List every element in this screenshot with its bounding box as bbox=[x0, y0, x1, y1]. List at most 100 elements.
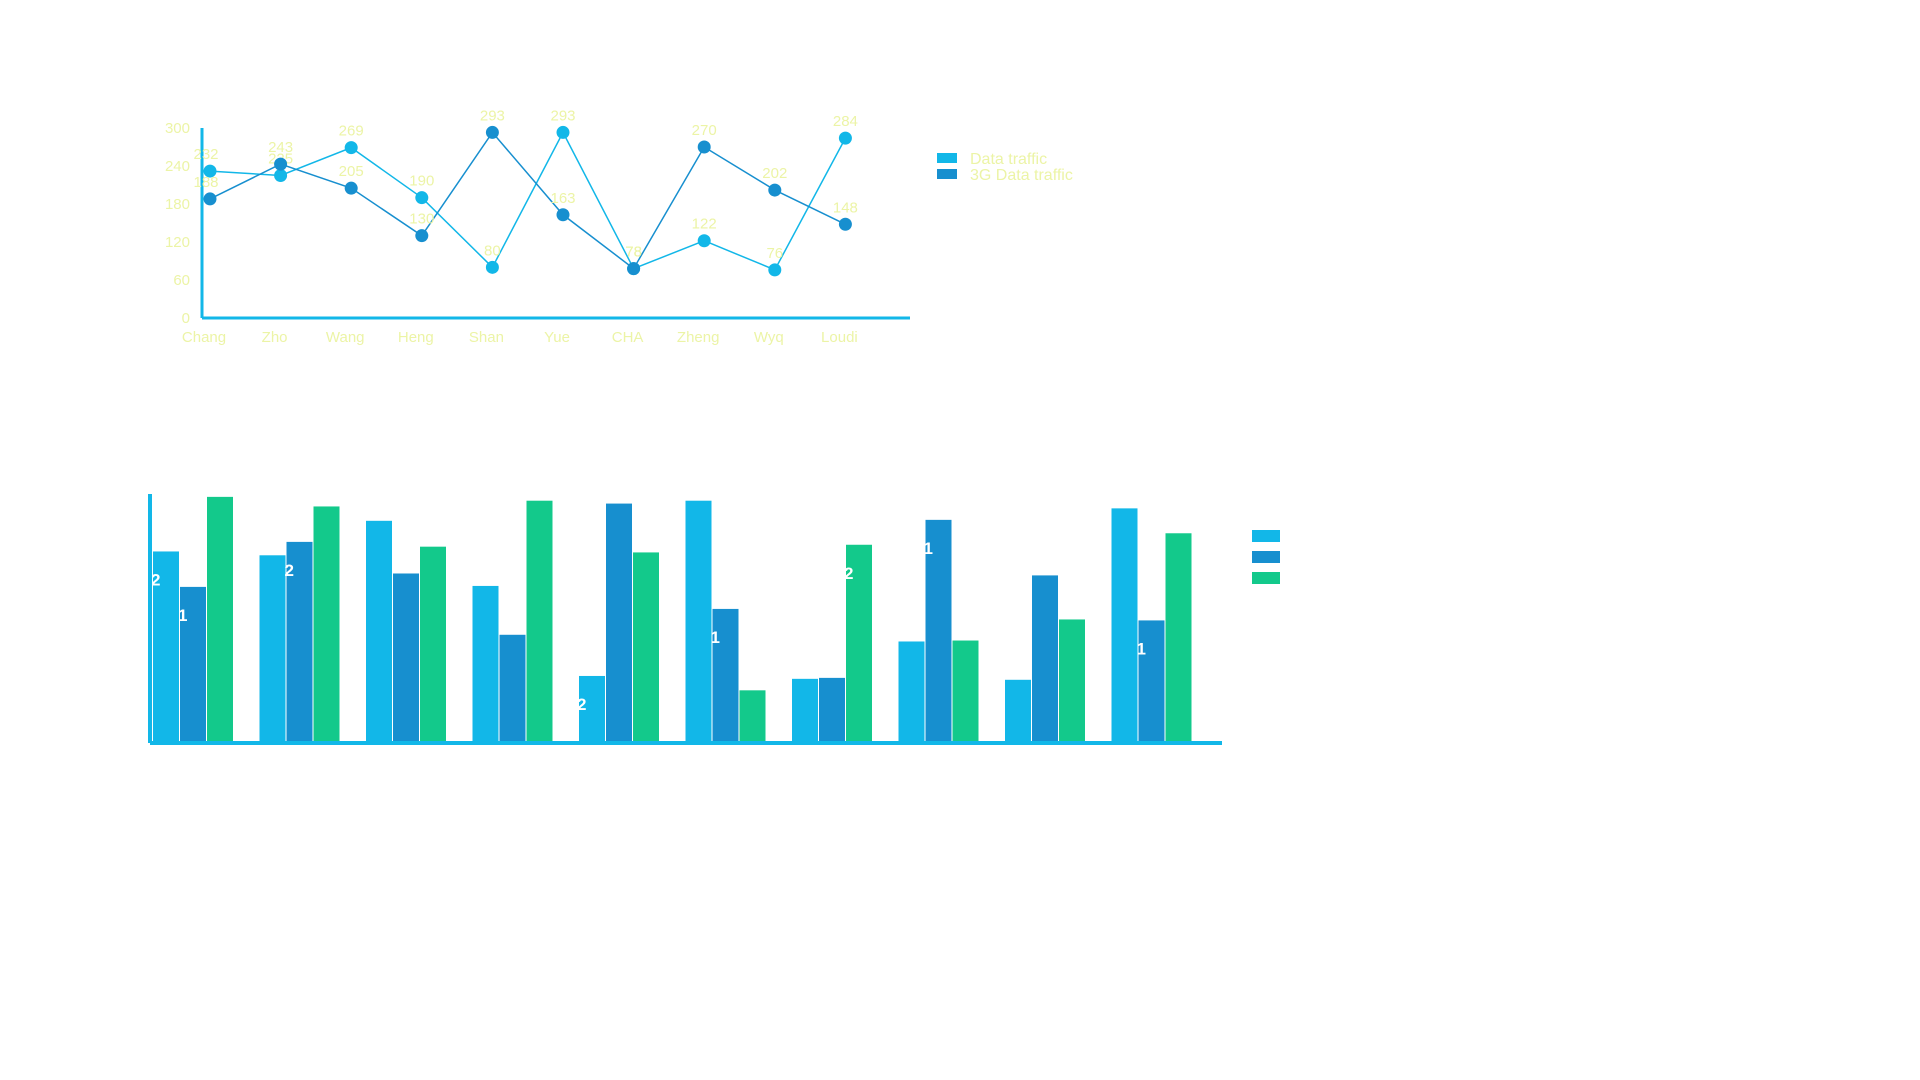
x-tick-label: Chang bbox=[182, 329, 226, 346]
data-label: 78 bbox=[625, 244, 642, 261]
data-point bbox=[556, 125, 570, 139]
data-point bbox=[485, 260, 499, 274]
bar-value-label: 1 bbox=[711, 628, 720, 647]
bar bbox=[712, 608, 739, 743]
bar-chart-bars bbox=[153, 496, 1192, 743]
bar bbox=[472, 585, 499, 743]
x-tick-label: Wang bbox=[326, 329, 365, 346]
bar bbox=[313, 506, 340, 743]
bar-group bbox=[579, 503, 659, 743]
line-series-2: 188 243 205 130 293 163 78 270 202 148 bbox=[193, 107, 858, 276]
bar bbox=[739, 690, 766, 743]
bar bbox=[259, 555, 286, 743]
bar bbox=[819, 677, 845, 743]
data-label: 148 bbox=[833, 199, 858, 216]
bar-group bbox=[792, 544, 872, 743]
bar-group bbox=[366, 520, 446, 743]
bar-value-label: 2 bbox=[285, 561, 294, 580]
bar-group bbox=[898, 519, 979, 743]
series-line bbox=[209, 130, 847, 271]
bar-group bbox=[1005, 575, 1085, 743]
bar bbox=[685, 500, 712, 743]
data-label: 78 bbox=[625, 244, 642, 261]
bar bbox=[526, 500, 553, 743]
data-point bbox=[203, 192, 217, 206]
data-label: 232 bbox=[193, 146, 218, 163]
bar bbox=[1165, 533, 1192, 743]
bar bbox=[1005, 679, 1031, 743]
bar bbox=[499, 634, 526, 743]
bar-chart-legend bbox=[1252, 530, 1280, 584]
bar bbox=[153, 551, 179, 743]
bar bbox=[286, 541, 313, 743]
bar bbox=[898, 641, 925, 743]
series-line bbox=[209, 131, 846, 270]
data-point bbox=[697, 234, 711, 248]
data-point bbox=[415, 191, 429, 205]
bar bbox=[952, 640, 979, 743]
y-tick-label: 300 bbox=[165, 120, 190, 137]
data-label: 293 bbox=[480, 107, 505, 124]
bar-group bbox=[1111, 508, 1192, 743]
data-point bbox=[768, 263, 782, 277]
data-label: 190 bbox=[409, 173, 434, 190]
bar bbox=[579, 675, 605, 743]
bar-chart-axes bbox=[148, 494, 1222, 745]
bar bbox=[207, 496, 233, 743]
data-label: 284 bbox=[833, 113, 858, 130]
y-tick-label: 60 bbox=[173, 272, 190, 289]
x-tick-label: Loudi bbox=[821, 329, 858, 346]
data-point bbox=[838, 131, 852, 145]
data-label: 80 bbox=[484, 242, 501, 259]
legend-label: 3G Data traffic bbox=[970, 167, 1073, 184]
bar-value-label: 1 bbox=[1137, 639, 1146, 658]
data-point bbox=[838, 217, 852, 231]
legend-swatch bbox=[1252, 551, 1280, 563]
data-label: 269 bbox=[339, 123, 364, 140]
legend-label: Data traffic bbox=[970, 151, 1047, 168]
data-point bbox=[344, 181, 358, 195]
bar-group bbox=[259, 506, 340, 743]
data-point bbox=[415, 229, 429, 243]
bar bbox=[420, 546, 446, 743]
bar bbox=[1138, 620, 1165, 743]
data-point bbox=[485, 125, 499, 139]
x-tick-label: Heng bbox=[398, 329, 434, 346]
x-tick-label: CHA bbox=[612, 329, 644, 346]
legend-swatch bbox=[1252, 572, 1280, 584]
bar bbox=[633, 552, 659, 743]
data-point bbox=[768, 183, 782, 197]
bar-value-label: 2 bbox=[577, 695, 586, 714]
y-tick-label: 120 bbox=[165, 234, 190, 251]
bar bbox=[925, 519, 952, 743]
bar bbox=[393, 573, 419, 743]
line-chart-x-ticks: Chang Zho Wang Heng Shan Yue CHA Zheng Wyq Loudi bbox=[182, 329, 858, 346]
data-label: 293 bbox=[550, 107, 575, 124]
legend-swatch bbox=[1252, 530, 1280, 542]
data-label: 163 bbox=[550, 190, 575, 207]
y-tick-label: 0 bbox=[182, 310, 190, 327]
data-label: 130 bbox=[409, 211, 434, 228]
data-label: 243 bbox=[268, 139, 293, 156]
data-label: 122 bbox=[692, 216, 717, 233]
data-point bbox=[697, 140, 711, 154]
data-point bbox=[556, 208, 570, 222]
data-label: 205 bbox=[339, 163, 364, 180]
y-tick-label: 240 bbox=[165, 158, 190, 175]
bar bbox=[792, 678, 818, 743]
y-tick-label: 180 bbox=[165, 196, 190, 213]
data-point bbox=[344, 141, 358, 155]
line-chart-axes bbox=[200, 128, 910, 320]
bar bbox=[1032, 575, 1058, 743]
data-point bbox=[274, 169, 288, 182]
data-point bbox=[274, 157, 288, 171]
data-point bbox=[627, 262, 641, 276]
bar-value-label: 2 bbox=[844, 564, 853, 583]
bar bbox=[1059, 619, 1085, 743]
data-label: 188 bbox=[193, 174, 218, 191]
x-tick-label: Yue bbox=[544, 329, 570, 346]
